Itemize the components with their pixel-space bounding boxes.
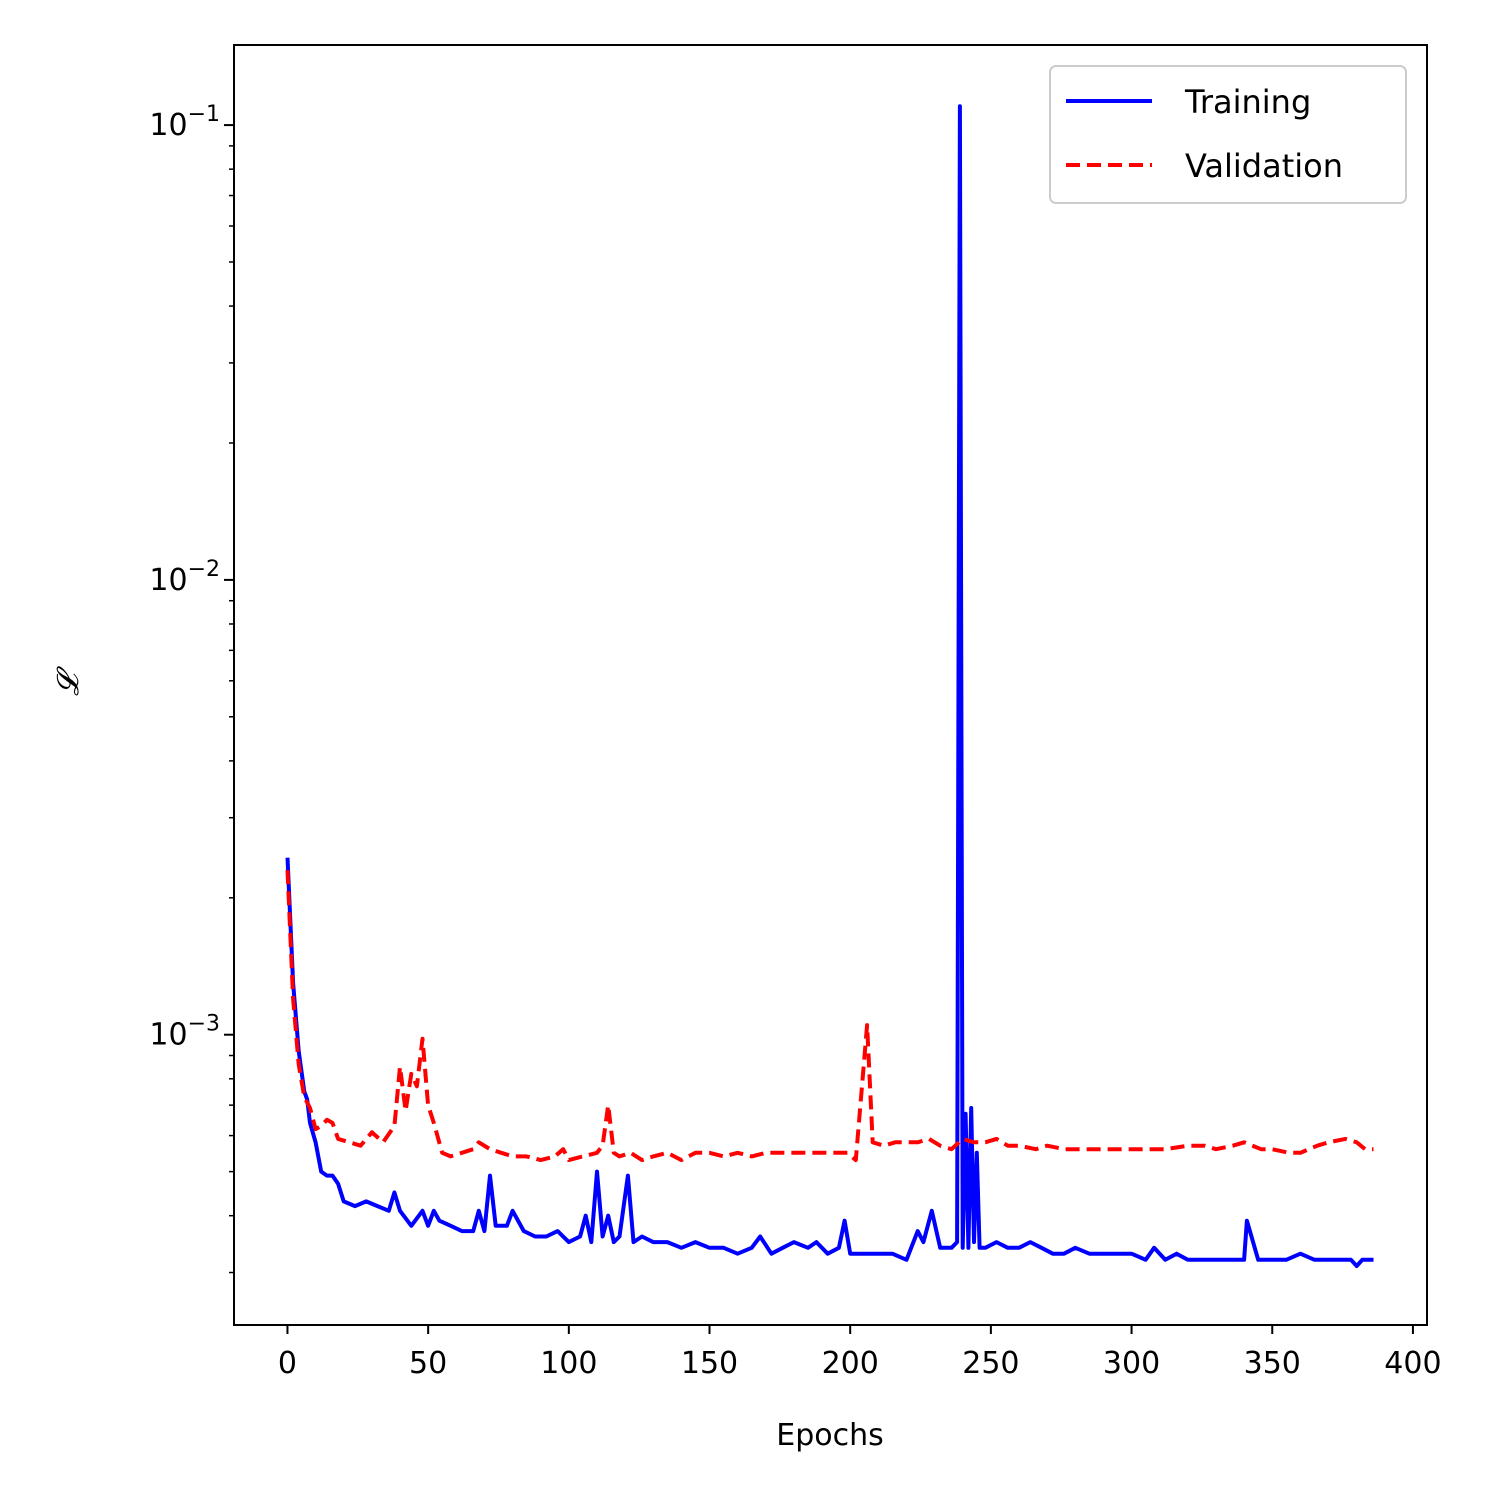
y-axis-ticks: 10−1 10−2 10−3 bbox=[149, 102, 234, 1274]
x-axis-ticks: 0 50 100 150 200 250 300 350 400 bbox=[278, 1325, 1442, 1381]
x-tick-label: 50 bbox=[409, 1346, 447, 1381]
y-axis-label: 𝓛 bbox=[51, 666, 86, 696]
x-tick-label: 150 bbox=[681, 1346, 738, 1381]
plot-frame bbox=[233, 44, 1428, 1326]
x-tick-label: 300 bbox=[1103, 1346, 1160, 1381]
series-layer bbox=[285, 104, 1374, 1268]
x-tick-label: 0 bbox=[278, 1346, 297, 1381]
legend-label-training: Training bbox=[1184, 83, 1311, 121]
series-line-training bbox=[285, 104, 1374, 1268]
y-tick-label: 10−3 bbox=[149, 1012, 220, 1053]
legend: Training Validation bbox=[1049, 65, 1407, 204]
y-tick-label: 10−1 bbox=[149, 102, 220, 143]
x-tick-label: 100 bbox=[540, 1346, 597, 1381]
series-line-validation bbox=[285, 870, 1374, 1163]
x-tick-label: 200 bbox=[822, 1346, 879, 1381]
y-tick-label: 10−2 bbox=[149, 557, 220, 598]
x-tick-label: 400 bbox=[1384, 1346, 1441, 1381]
x-tick-label: 350 bbox=[1244, 1346, 1301, 1381]
x-axis-label: Epochs bbox=[776, 1418, 884, 1453]
legend-label-validation: Validation bbox=[1185, 147, 1343, 185]
x-tick-label: 250 bbox=[962, 1346, 1019, 1381]
